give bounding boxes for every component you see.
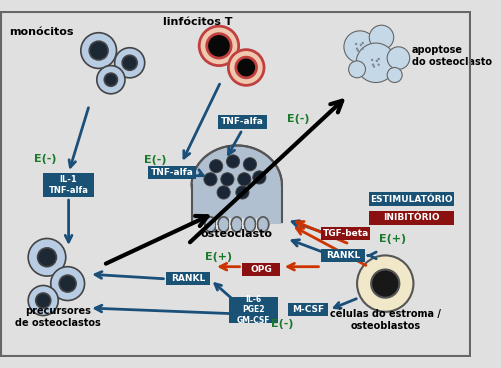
Circle shape (51, 267, 85, 301)
Circle shape (236, 57, 257, 78)
Circle shape (362, 42, 364, 44)
Text: E(+): E(+) (379, 234, 406, 244)
Circle shape (371, 59, 373, 61)
Circle shape (28, 238, 66, 276)
Circle shape (356, 47, 358, 50)
Text: IL-6
PGE2
GM-CSF: IL-6 PGE2 GM-CSF (237, 295, 271, 325)
Circle shape (362, 47, 364, 50)
FancyBboxPatch shape (289, 303, 328, 316)
Circle shape (387, 47, 410, 69)
Circle shape (81, 33, 117, 68)
Circle shape (243, 158, 257, 171)
FancyBboxPatch shape (216, 218, 218, 237)
Circle shape (349, 61, 366, 78)
Circle shape (217, 186, 230, 199)
Circle shape (372, 63, 374, 66)
FancyBboxPatch shape (147, 166, 196, 179)
Circle shape (253, 171, 266, 184)
Text: células do estroma /
osteoblastos: células do estroma / osteoblastos (330, 309, 441, 331)
FancyBboxPatch shape (229, 218, 231, 237)
Circle shape (357, 255, 413, 312)
FancyBboxPatch shape (321, 227, 370, 240)
Text: monócitos: monócitos (10, 26, 74, 36)
Text: TNF-alfa: TNF-alfa (150, 168, 193, 177)
Text: TGF-beta: TGF-beta (323, 229, 369, 238)
Circle shape (238, 173, 251, 186)
Circle shape (115, 48, 145, 78)
Circle shape (89, 41, 108, 60)
Text: linfócitos T: linfócitos T (163, 17, 232, 27)
Circle shape (104, 73, 117, 86)
Text: TNF-alfa: TNF-alfa (221, 117, 264, 127)
Circle shape (344, 31, 376, 63)
Circle shape (204, 173, 217, 186)
Circle shape (360, 44, 362, 46)
Circle shape (228, 50, 264, 85)
Text: RANKL: RANKL (171, 275, 205, 283)
FancyBboxPatch shape (369, 211, 454, 225)
FancyBboxPatch shape (242, 263, 280, 276)
Circle shape (369, 25, 394, 50)
FancyBboxPatch shape (256, 218, 258, 237)
FancyBboxPatch shape (43, 173, 94, 197)
Text: E(-): E(-) (287, 114, 309, 124)
Text: E(-): E(-) (34, 153, 56, 164)
Circle shape (373, 66, 375, 68)
Circle shape (371, 269, 399, 298)
Circle shape (377, 63, 380, 66)
Circle shape (226, 155, 239, 168)
Circle shape (38, 248, 57, 267)
Circle shape (122, 55, 137, 70)
Text: OPG: OPG (250, 265, 272, 274)
Text: RANKL: RANKL (326, 251, 360, 260)
FancyBboxPatch shape (242, 218, 244, 237)
Text: INIBITÓRIO: INIBITÓRIO (383, 213, 440, 222)
FancyBboxPatch shape (369, 192, 454, 206)
Ellipse shape (231, 217, 242, 232)
Text: M-CSF: M-CSF (292, 305, 324, 314)
Ellipse shape (244, 217, 256, 232)
Ellipse shape (192, 145, 282, 224)
Text: apoptose
do osteoclasto: apoptose do osteoclasto (411, 45, 491, 67)
Text: E(-): E(-) (271, 319, 293, 329)
Circle shape (97, 66, 125, 94)
FancyBboxPatch shape (192, 180, 282, 224)
Circle shape (199, 26, 238, 66)
Circle shape (36, 293, 51, 308)
Circle shape (355, 43, 357, 45)
Circle shape (221, 173, 234, 186)
FancyBboxPatch shape (218, 116, 267, 128)
Circle shape (387, 67, 402, 82)
FancyBboxPatch shape (229, 297, 278, 323)
Text: ESTIMULATÓRIO: ESTIMULATÓRIO (370, 195, 453, 204)
Circle shape (207, 33, 231, 58)
Circle shape (236, 186, 249, 199)
Circle shape (28, 286, 58, 315)
Text: E(+): E(+) (205, 252, 232, 262)
Circle shape (356, 43, 396, 82)
Circle shape (377, 58, 380, 60)
Text: precursores
de osteoclastos: precursores de osteoclastos (16, 306, 101, 328)
Ellipse shape (205, 217, 216, 232)
Circle shape (357, 49, 359, 52)
Circle shape (59, 275, 76, 292)
Text: E(-): E(-) (144, 155, 166, 164)
Circle shape (376, 60, 378, 62)
Circle shape (209, 160, 223, 173)
FancyBboxPatch shape (321, 249, 365, 262)
Text: osteoclasto: osteoclasto (201, 229, 273, 238)
Ellipse shape (218, 217, 229, 232)
Ellipse shape (258, 217, 269, 232)
FancyBboxPatch shape (166, 272, 209, 286)
Text: IL-1
TNF-alfa: IL-1 TNF-alfa (49, 175, 89, 195)
